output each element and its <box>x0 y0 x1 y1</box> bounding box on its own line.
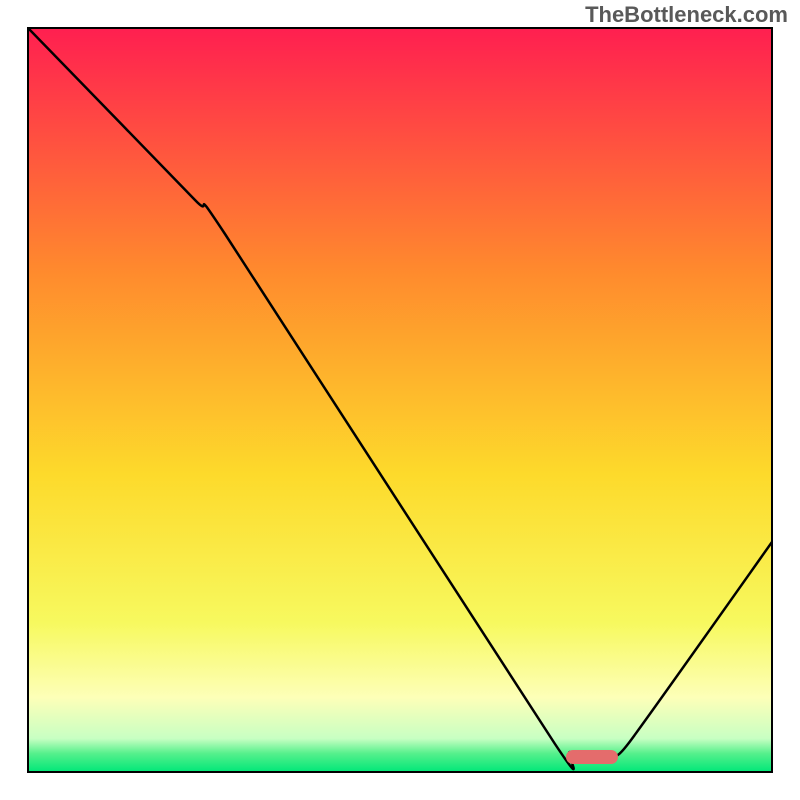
chart-background <box>28 28 772 772</box>
bottleneck-chart <box>0 0 800 800</box>
chart-container: TheBottleneck.com <box>0 0 800 800</box>
watermark-text: TheBottleneck.com <box>585 2 788 28</box>
optimal-marker <box>566 750 618 764</box>
